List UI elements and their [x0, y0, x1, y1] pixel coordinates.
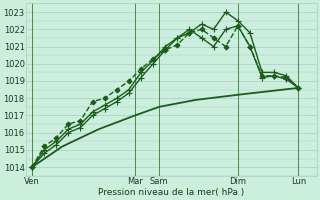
X-axis label: Pression niveau de la mer( hPa ): Pression niveau de la mer( hPa ) [98, 188, 244, 197]
